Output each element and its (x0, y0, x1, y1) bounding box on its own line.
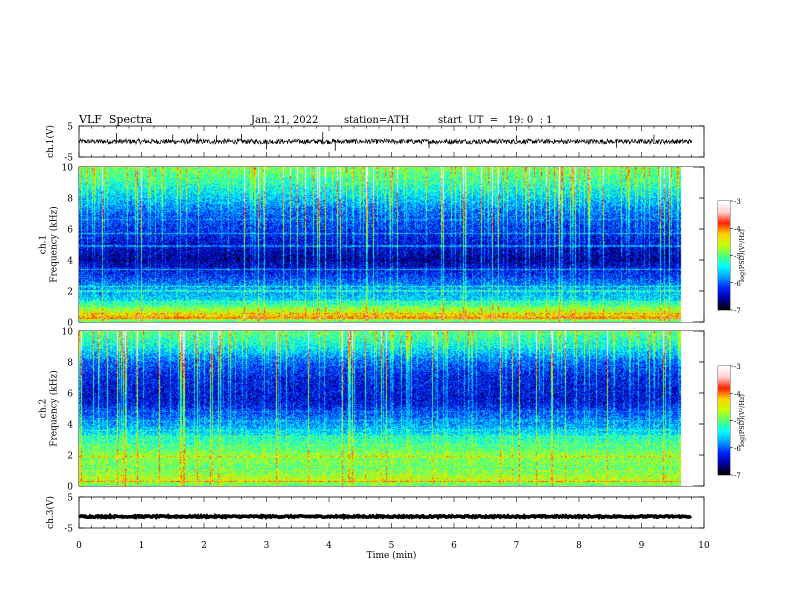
y-tick-label: 0 (67, 319, 73, 329)
x-tick-label: 3 (264, 541, 270, 551)
y-tick-label: -5 (64, 154, 73, 164)
y-tick-label: -5 (64, 525, 73, 535)
colorbar-tick-label: -6 (734, 445, 741, 453)
colorbar-tick-label: -6 (734, 280, 741, 288)
y-axis-label: ch.1(V) (45, 125, 56, 158)
ch1-waveform (78, 137, 692, 146)
y-tick-label: 4 (67, 421, 73, 431)
y-axis-label: Frequency (kHz) (49, 370, 60, 447)
colorbar-tick-label: -4 (734, 225, 741, 233)
x-axis-label: Time (min) (367, 550, 417, 561)
colorbar-tick-label: -5 (734, 418, 741, 426)
x-tick-label: 7 (514, 541, 520, 551)
colorbar-tick-label: -7 (734, 307, 741, 315)
colorbar-label-group: log(PSD)(V²/Hz) (738, 394, 746, 447)
y-tick-label: 8 (67, 359, 73, 369)
colorbar-tick-label: -3 (734, 198, 741, 206)
y-axis-label-group: ch.1(V) (45, 125, 56, 158)
x-tick-label: 2 (201, 541, 207, 551)
y-axis-label: ch.1 (39, 235, 49, 254)
y-tick-label: 8 (67, 195, 73, 205)
y-tick-label: 6 (67, 226, 73, 236)
y-tick-label: 6 (67, 390, 73, 400)
ch1-colorbar-image (718, 201, 730, 310)
x-tick-label: 4 (326, 541, 332, 551)
y-tick-label: 10 (62, 328, 74, 338)
y-axis-label-group: ch.1 Frequency (kHz) (39, 206, 60, 283)
x-tick-label: 9 (639, 541, 645, 551)
y-tick-label: 2 (67, 452, 73, 462)
start-time-label: start UT = 19: 0 : 1 (438, 115, 553, 126)
ch3-waveform (78, 512, 693, 521)
y-tick-label: 2 (67, 288, 73, 298)
colorbar-label-group: log(PSD)(V²/Hz) (738, 229, 746, 282)
x-tick-label: 10 (698, 541, 710, 551)
colorbar-label: log(PSD)(V²/Hz) (738, 229, 746, 282)
x-tick-label: 6 (451, 541, 457, 551)
y-axis-label-group: ch.2 Frequency (kHz) (39, 370, 60, 447)
x-tick-label: 1 (139, 541, 145, 551)
colorbar-tick-label: -5 (734, 253, 741, 261)
x-tick-label: 8 (576, 541, 582, 551)
date-label: Jan. 21, 2022 (251, 115, 319, 126)
x-tick-label: 0 (76, 541, 82, 551)
colorbar-label: log(PSD)(V²/Hz) (738, 394, 746, 447)
y-axis-label: Frequency (kHz) (49, 206, 60, 283)
colorbar-tick-label: -4 (734, 390, 741, 398)
colorbar-tick-label: -3 (734, 363, 741, 371)
y-tick-label: 0 (67, 483, 73, 493)
x-tick-label: 5 (389, 541, 395, 551)
y-tick-label: 10 (62, 164, 74, 174)
y-tick-label: 5 (67, 123, 73, 133)
figure-title: VLF Spectra (79, 113, 153, 126)
y-tick-label: 5 (67, 494, 73, 504)
y-axis-label: ch.3(V) (45, 496, 56, 529)
y-tick-label: 4 (67, 257, 73, 267)
ch2-colorbar-image (718, 366, 730, 475)
ch2-spectrogram-image (79, 331, 693, 486)
colorbar-tick-label: -7 (734, 472, 741, 480)
y-axis-label: ch.2 (39, 399, 49, 418)
ch1-spectrogram-image (79, 167, 693, 322)
station-label: station=ATH (344, 115, 410, 126)
y-axis-label-group: ch.3(V) (45, 496, 56, 529)
